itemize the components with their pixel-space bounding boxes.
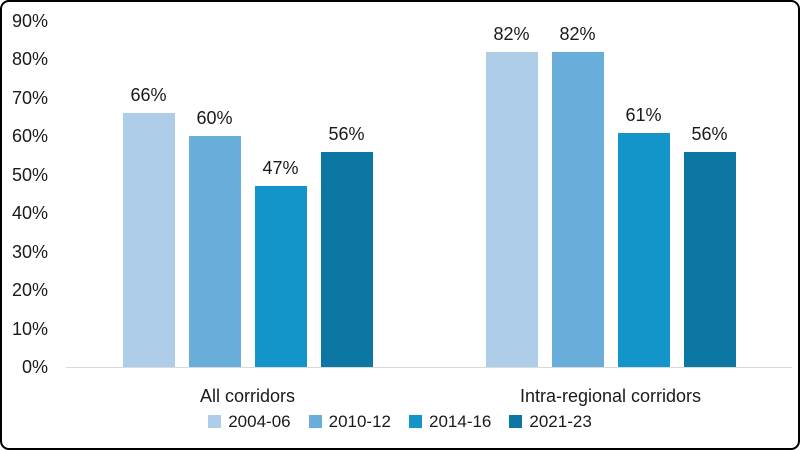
category-label: Intra-regional corridors — [519, 386, 702, 406]
bar: 82% — [551, 25, 604, 367]
legend-item: 2021-23 — [509, 412, 592, 431]
bar: 56% — [683, 125, 736, 367]
legend-item: 2010-12 — [308, 412, 391, 431]
bar-value-label: 82% — [559, 23, 596, 44]
legend-label: 2004-06 — [228, 412, 291, 431]
legend-label: 2021-23 — [529, 412, 592, 431]
bar: 82% — [485, 25, 538, 367]
x-axis: All corridors Intra-regional corridors — [66, 385, 792, 407]
legend-swatch-icon — [509, 415, 523, 428]
y-tick-label: 20% — [11, 280, 48, 301]
bar: 56% — [320, 125, 373, 367]
y-tick-label: 40% — [11, 203, 48, 224]
category-label: All corridors — [199, 386, 296, 406]
legend-item: 2014-16 — [409, 413, 491, 430]
bar-value-label: 47% — [262, 158, 299, 179]
bar-group: 66% 60% 47% 56% — [66, 21, 429, 367]
bar: 47% — [254, 159, 307, 367]
y-tick-label: 80% — [11, 49, 48, 70]
legend-label: 2010-12 — [328, 412, 391, 431]
plot-area: 66% 60% 47% 56% 82% 82% 61% 56% — [66, 21, 792, 368]
y-tick-label: 0% — [21, 357, 48, 377]
bar-value-label: 66% — [130, 85, 167, 106]
y-tick-label: 50% — [11, 164, 48, 185]
bar: 60% — [188, 109, 241, 367]
y-tick-label: 90% — [11, 11, 48, 31]
bar-group: 82% 82% 61% 56% — [429, 21, 792, 367]
bar-value-label: 61% — [625, 104, 662, 125]
legend-swatch-icon — [308, 415, 322, 428]
bar-value-label: 56% — [328, 123, 365, 144]
bar-value-label: 60% — [196, 108, 233, 129]
bar-value-label: 56% — [691, 123, 728, 144]
y-axis: 0% 10% 20% 30% 40% 50% 60% 70% 80% 90% — [2, 12, 48, 376]
legend-item: 2004-06 — [208, 412, 291, 431]
bar: 66% — [122, 86, 175, 367]
y-tick-label: 60% — [11, 126, 48, 147]
legend: 2004-06 2010-12 2014-16 2021-23 — [2, 413, 798, 430]
bar: 61% — [617, 106, 670, 367]
y-tick-label: 30% — [11, 241, 48, 262]
bar-value-label: 82% — [493, 23, 530, 44]
y-tick-label: 70% — [11, 87, 48, 108]
legend-swatch-icon — [409, 415, 422, 428]
legend-label: 2014-16 — [429, 412, 492, 431]
y-tick-label: 10% — [11, 318, 48, 339]
legend-swatch-icon — [208, 415, 222, 428]
